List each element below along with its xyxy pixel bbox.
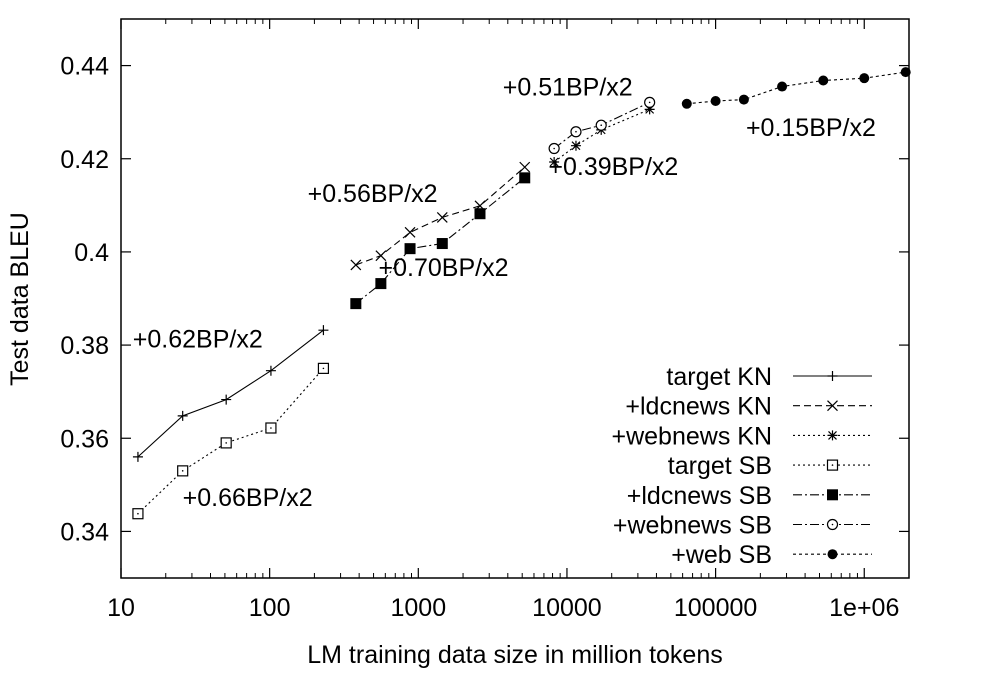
plus-marker xyxy=(318,325,329,336)
y-tick-label: 0.34 xyxy=(60,518,109,546)
square-open-marker-dot xyxy=(225,442,227,444)
cross-marker xyxy=(436,212,448,223)
circle-filled-marker xyxy=(900,67,911,78)
x-tick-label: 1000 xyxy=(390,594,446,622)
cross-marker xyxy=(350,259,362,271)
legend-label: +ldcnews KN xyxy=(625,393,772,421)
square-open-marker-dot xyxy=(137,512,139,515)
cross-marker xyxy=(519,161,531,173)
circle-filled-marker xyxy=(710,95,721,106)
legend-label: target SB xyxy=(668,452,772,480)
circle-filled-marker xyxy=(681,98,692,109)
slope-annotation: +0.51BP/x2 xyxy=(503,73,633,101)
circle-open-marker-dot xyxy=(575,130,577,133)
asterisk-marker xyxy=(644,104,655,115)
series-line xyxy=(137,368,324,515)
slope-annotation: +0.70BP/x2 xyxy=(379,254,509,282)
circle-filled-marker xyxy=(827,549,838,560)
axis-ticks: 0.34 0.36 0.38 0.4 0.42 0.44 10 100 1000 10000 100… xyxy=(60,19,910,622)
asterisk-marker xyxy=(827,430,838,441)
slope-annotation: +0.62BP/x2 xyxy=(133,325,263,353)
circle-open-marker-dot xyxy=(553,147,555,150)
legend-label: +webnews SB xyxy=(613,512,772,540)
legend-label: +webnews KN xyxy=(612,422,773,450)
circle-filled-marker xyxy=(859,73,870,84)
y-tick-label: 0.42 xyxy=(60,146,109,174)
asterisk-marker xyxy=(549,157,560,168)
x-tick-label: 1e+06 xyxy=(829,594,899,622)
square-open-marker-dot xyxy=(181,470,184,472)
x-tick-label: 100000 xyxy=(674,594,757,622)
cross-marker xyxy=(375,250,387,262)
series-line xyxy=(553,101,650,149)
y-tick-label: 0.4 xyxy=(74,239,109,267)
circle-filled-marker xyxy=(738,94,749,105)
y-tick-label: 0.44 xyxy=(60,53,109,81)
legend-label: +ldcnews SB xyxy=(627,482,772,510)
x-tick-label: 10 xyxy=(107,594,135,622)
cross-marker xyxy=(404,226,416,238)
legend-label: target KN xyxy=(666,363,772,391)
plot-frame xyxy=(120,18,910,579)
x-tick-label: 10000 xyxy=(532,594,602,622)
plus-marker xyxy=(177,410,188,421)
square-open-marker-dot xyxy=(831,464,834,466)
annotations: +0.62BP/x2 +0.66BP/x2 +0.56BP/x2 +0.70BP/x2… xyxy=(133,73,876,511)
y-tick-label: 0.38 xyxy=(60,332,109,360)
series-line xyxy=(355,166,526,266)
y-tick-label: 0.36 xyxy=(60,425,109,453)
plus-marker xyxy=(221,394,232,405)
square-open-marker-dot xyxy=(270,427,272,429)
series-line xyxy=(355,177,526,305)
square-filled-marker xyxy=(474,208,486,220)
x-axis-title: LM training data size in million tokens xyxy=(307,641,722,669)
square-filled-marker xyxy=(827,489,838,501)
circle-filled-marker xyxy=(777,81,788,92)
square-filled-marker xyxy=(519,172,531,184)
circle-open-marker-dot xyxy=(831,523,834,526)
circle-filled-marker xyxy=(818,75,829,86)
asterisk-marker xyxy=(570,140,581,151)
cross-marker xyxy=(827,400,838,412)
plus-marker xyxy=(265,365,276,376)
plus-marker xyxy=(827,371,838,381)
legend-label: +web SB xyxy=(671,541,772,569)
square-filled-marker xyxy=(375,278,387,290)
square-open-marker-dot xyxy=(322,367,325,370)
slope-annotation: +0.15BP/x2 xyxy=(746,114,876,142)
circle-open-marker-dot xyxy=(600,124,603,127)
y-axis-title: Test data BLEU xyxy=(6,212,34,386)
x-tick-label: 100 xyxy=(249,594,291,622)
series-markers xyxy=(132,67,911,520)
square-filled-marker xyxy=(436,238,448,250)
slope-annotation: +0.39BP/x2 xyxy=(548,153,678,181)
plus-marker xyxy=(132,451,143,462)
square-filled-marker xyxy=(350,298,362,310)
circle-open-marker-dot xyxy=(648,101,651,104)
square-filled-marker xyxy=(404,243,416,255)
slope-annotation: +0.66BP/x2 xyxy=(183,484,313,512)
slope-annotation: +0.56BP/x2 xyxy=(308,180,438,208)
